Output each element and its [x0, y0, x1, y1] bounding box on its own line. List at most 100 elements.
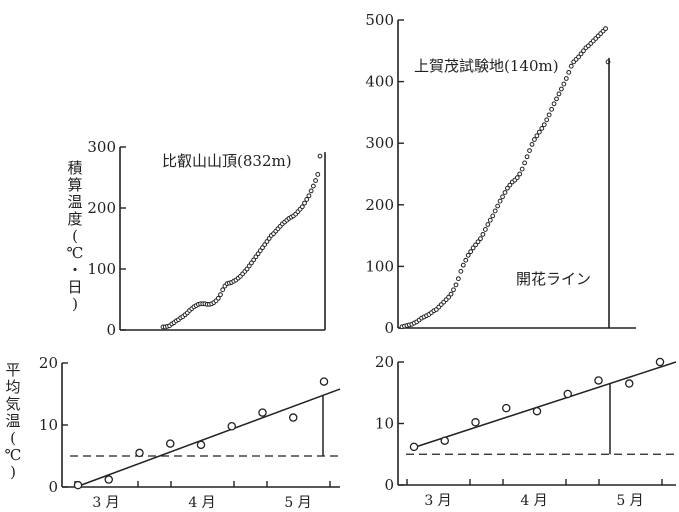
data-point [534, 133, 540, 139]
mean-axis-label-char: 温 [5, 412, 21, 430]
data-point [135, 448, 144, 458]
kamigamo-cumulative-panel: 0 100 200 300 400 500 上賀茂試験地(140m) 開花ライン [365, 11, 636, 337]
data-point [448, 291, 454, 297]
cum-axis-label: 積 算 温 度 ( ℃ ・ 日 ) [66, 160, 84, 313]
cum-axis-label-char: ( [72, 227, 78, 245]
data-point [581, 48, 586, 54]
cum-axis-label-char: 日 [67, 278, 83, 296]
data-point [539, 126, 545, 131]
y-tick-label: 0 [384, 476, 394, 494]
data-point [514, 175, 520, 181]
data-point [655, 357, 665, 367]
data-point [218, 292, 223, 298]
data-point [310, 183, 316, 189]
data-point [554, 96, 559, 102]
data-point [409, 442, 419, 452]
cum-axis-label-char: 度 [67, 210, 83, 228]
hiei-mean-temp-panel: 0 10 20 3 月 4 月 5 月 [39, 354, 341, 511]
data-point [522, 160, 528, 166]
data-point [299, 204, 305, 210]
data-point [561, 81, 567, 87]
data-point [255, 251, 261, 257]
data-point [262, 242, 268, 248]
data-point [532, 406, 542, 416]
month-label: 3 月 [424, 493, 451, 509]
y-tick-label: 0 [48, 478, 58, 496]
data-point [529, 142, 535, 147]
y-tick-label: 100 [365, 257, 394, 275]
data-point [308, 188, 314, 194]
data-point [502, 190, 508, 195]
data-point [317, 153, 323, 159]
data-point [260, 245, 265, 251]
mean-axis-label-char: ( [10, 429, 16, 447]
data-point [473, 242, 478, 248]
panel-title: 上賀茂試験地(140m) [414, 57, 559, 75]
data-point [603, 26, 608, 32]
data-point [458, 268, 464, 274]
data-point [440, 436, 449, 445]
mean-axis-label-char: ℃ [4, 446, 22, 464]
data-point [501, 403, 511, 413]
data-point [578, 51, 584, 57]
y-tick-label: 200 [87, 199, 116, 217]
y-tick-label: 100 [87, 260, 116, 278]
data-point [490, 213, 496, 219]
data-point [315, 172, 321, 177]
data-point [313, 178, 318, 183]
data-point [470, 245, 476, 251]
data-point [544, 117, 550, 123]
y-tick-label: 300 [365, 134, 394, 152]
month-label: 5 月 [616, 493, 643, 509]
data-point [304, 197, 310, 202]
panel-title: 比叡山山頂(832m) [162, 152, 292, 170]
data-point [264, 239, 270, 244]
y-tick-label: 10 [39, 416, 58, 434]
data-point [482, 227, 488, 232]
month-label: 5 月 [284, 495, 311, 511]
data-point [257, 248, 263, 254]
data-point [576, 54, 581, 60]
y-tick-label: 20 [39, 354, 58, 372]
data-point [492, 208, 498, 214]
data-point [251, 257, 257, 263]
data-point [456, 276, 461, 282]
cum-axis-label-char: 算 [67, 176, 83, 194]
data-point [566, 69, 572, 75]
data-point [468, 249, 474, 255]
data-point [485, 222, 491, 227]
data-point [495, 203, 501, 209]
data-point [559, 86, 564, 92]
cum-axis-label-char: ) [72, 295, 78, 313]
data-point [288, 413, 298, 422]
data-point [519, 166, 525, 172]
data-point [563, 76, 569, 81]
data-point [302, 200, 307, 206]
mean-axis-label-char: 平 [5, 361, 21, 379]
data-point [487, 217, 493, 223]
data-point [244, 266, 250, 272]
data-point [497, 198, 503, 204]
data-point [463, 257, 469, 263]
y-tick-label: 400 [365, 73, 394, 91]
kamigamo-mean-temp-panel: 0 10 20 3 月 4 月 5 月 [375, 353, 677, 509]
data-point [551, 101, 557, 107]
data-point [451, 287, 456, 293]
data-point [517, 171, 523, 177]
data-point [446, 294, 451, 300]
y-tick-label: 200 [365, 196, 394, 214]
month-label: 4 月 [188, 495, 215, 511]
cum-axis-label-char: 積 [67, 159, 83, 177]
data-point [527, 148, 532, 153]
cum-axis-label-char: ・ [67, 261, 83, 279]
data-point [249, 260, 254, 266]
data-point [465, 252, 471, 258]
data-point [532, 137, 537, 142]
data-point [460, 262, 466, 268]
data-point [478, 236, 483, 242]
data-point [563, 389, 573, 399]
data-point [549, 106, 554, 112]
mean-axis-label-char: ) [10, 463, 16, 481]
y-tick-label: 10 [375, 415, 394, 433]
